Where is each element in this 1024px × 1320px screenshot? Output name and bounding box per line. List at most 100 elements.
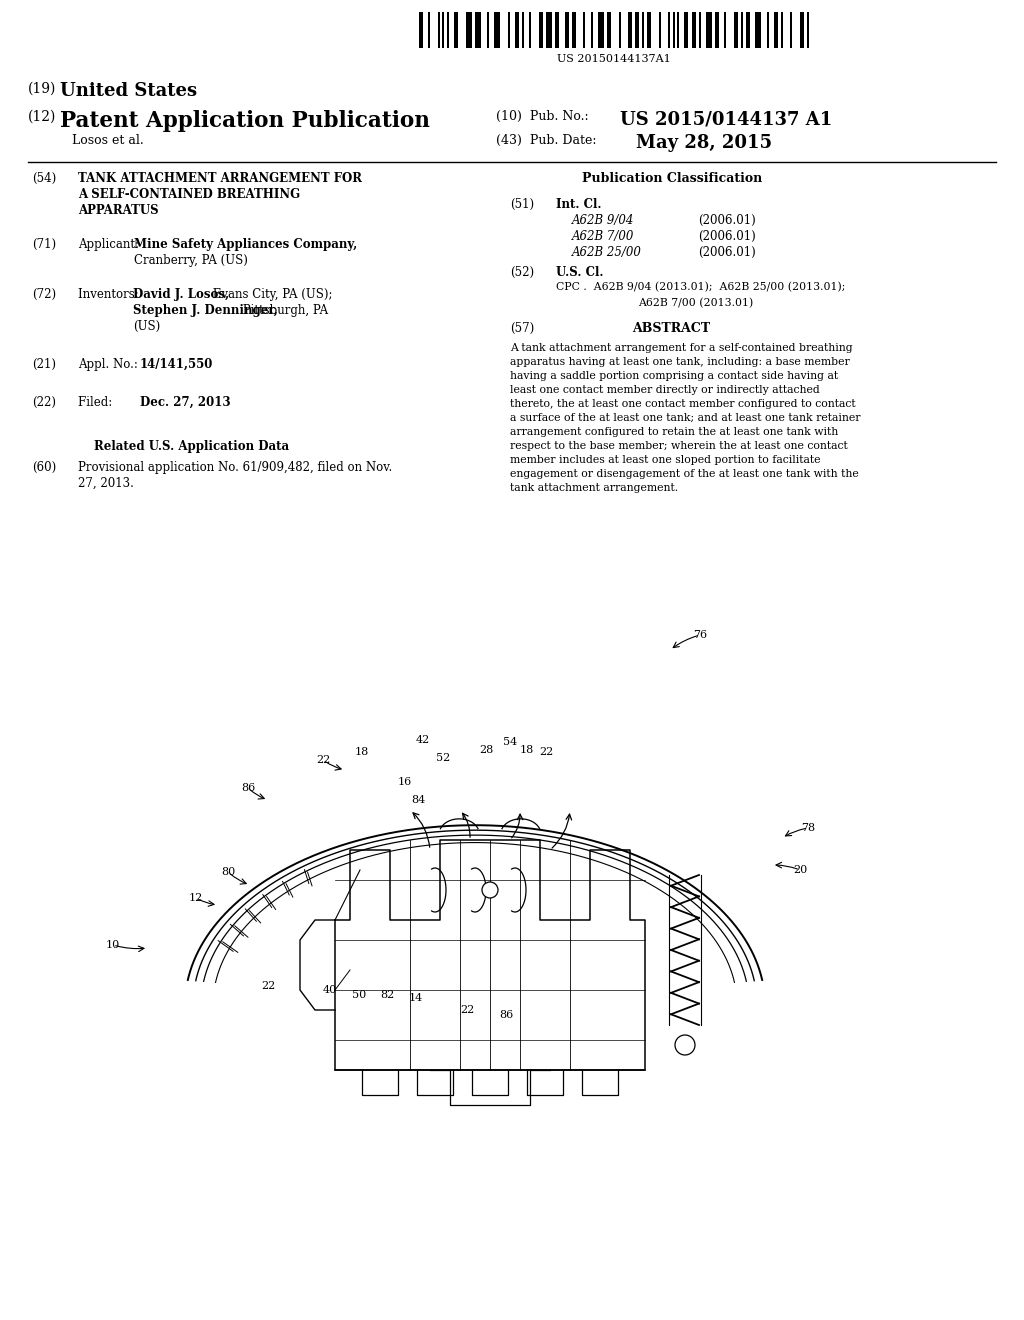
Text: 54: 54	[503, 737, 517, 747]
Text: Losos et al.: Losos et al.	[72, 135, 143, 147]
Bar	[800, 12, 804, 48]
Text: 86: 86	[499, 1010, 513, 1020]
Bar	[419, 12, 423, 48]
Text: 22: 22	[315, 755, 330, 766]
Text: 20: 20	[793, 865, 807, 875]
Text: Int. Cl.: Int. Cl.	[556, 198, 601, 211]
Bar	[495, 12, 500, 48]
Text: Cranberry, PA (US): Cranberry, PA (US)	[134, 253, 248, 267]
Text: (51): (51)	[510, 198, 535, 211]
Text: TANK ATTACHMENT ARRANGEMENT FOR: TANK ATTACHMENT ARRANGEMENT FOR	[78, 172, 362, 185]
Bar	[522, 12, 524, 48]
Text: (54): (54)	[32, 172, 56, 185]
Bar	[571, 12, 575, 48]
Bar	[635, 12, 639, 48]
Bar	[438, 12, 439, 48]
Bar	[466, 12, 472, 48]
Text: 18: 18	[355, 747, 369, 756]
Bar	[691, 12, 695, 48]
Bar	[647, 12, 651, 48]
Bar	[698, 12, 700, 48]
Bar	[487, 12, 489, 48]
Text: 76: 76	[693, 630, 707, 640]
Bar	[684, 12, 688, 48]
Text: Related U.S. Application Data: Related U.S. Application Data	[94, 440, 289, 453]
Bar	[781, 12, 782, 48]
Text: Mine Safety Appliances Company,: Mine Safety Appliances Company,	[134, 238, 357, 251]
Text: 14: 14	[409, 993, 423, 1003]
Text: Pittsburgh, PA: Pittsburgh, PA	[239, 304, 328, 317]
Text: arrangement configured to retain the at least one tank with: arrangement configured to retain the at …	[510, 426, 839, 437]
Text: 78: 78	[801, 822, 815, 833]
Text: (22): (22)	[32, 396, 56, 409]
Bar	[555, 12, 559, 48]
Text: Publication Classification: Publication Classification	[582, 172, 762, 185]
Text: 22: 22	[460, 1005, 474, 1015]
Bar	[807, 12, 809, 48]
Text: thereto, the at least one contact member configured to contact: thereto, the at least one contact member…	[510, 399, 856, 409]
Text: 10: 10	[105, 940, 120, 950]
Text: A62B 25/00: A62B 25/00	[572, 246, 642, 259]
Text: engagement or disengagement of the at least one tank with the: engagement or disengagement of the at le…	[510, 469, 859, 479]
Text: (2006.01): (2006.01)	[698, 246, 756, 259]
Text: Stephen J. Denninger,: Stephen J. Denninger,	[133, 304, 278, 317]
Bar	[745, 12, 750, 48]
Text: CPC .  A62B 9/04 (2013.01);  A62B 25/00 (2013.01);: CPC . A62B 9/04 (2013.01); A62B 25/00 (2…	[556, 282, 846, 292]
Text: 22: 22	[261, 981, 275, 991]
Bar	[658, 12, 660, 48]
Text: 42: 42	[416, 735, 430, 744]
Text: (US): (US)	[133, 319, 160, 333]
Bar	[455, 12, 458, 48]
Text: (71): (71)	[32, 238, 56, 251]
Text: Dec. 27, 2013: Dec. 27, 2013	[140, 396, 230, 409]
Bar	[668, 12, 670, 48]
Bar	[428, 12, 430, 48]
Bar	[584, 12, 586, 48]
Bar	[447, 12, 450, 48]
Bar	[564, 12, 568, 48]
Bar	[755, 12, 761, 48]
Text: (52): (52)	[510, 267, 535, 279]
Bar	[791, 12, 793, 48]
Text: a surface of the at least one tank; and at least one tank retainer: a surface of the at least one tank; and …	[510, 413, 860, 422]
Text: 27, 2013.: 27, 2013.	[78, 477, 134, 490]
Bar	[673, 12, 675, 48]
Text: having a saddle portion comprising a contact side having at: having a saddle portion comprising a con…	[510, 371, 838, 381]
Bar	[642, 12, 644, 48]
Text: A62B 7/00: A62B 7/00	[572, 230, 635, 243]
Text: 52: 52	[436, 752, 451, 763]
Text: APPARATUS: APPARATUS	[78, 205, 159, 216]
Text: Patent Application Publication: Patent Application Publication	[60, 110, 430, 132]
Bar	[539, 12, 543, 48]
Text: Filed:: Filed:	[78, 396, 138, 409]
Text: (57): (57)	[510, 322, 535, 335]
Text: Applicant:: Applicant:	[78, 238, 142, 251]
Text: US 20150144137A1: US 20150144137A1	[557, 54, 671, 63]
Text: Appl. No.:: Appl. No.:	[78, 358, 141, 371]
Bar	[442, 12, 444, 48]
Text: (43)  Pub. Date:: (43) Pub. Date:	[496, 135, 597, 147]
Bar	[678, 12, 680, 48]
Text: apparatus having at least one tank, including: a base member: apparatus having at least one tank, incl…	[510, 356, 850, 367]
Text: Evans City, PA (US);: Evans City, PA (US);	[209, 288, 333, 301]
Text: 82: 82	[380, 990, 394, 1001]
Text: U.S. Cl.: U.S. Cl.	[556, 267, 603, 279]
Bar	[715, 12, 719, 48]
Text: 14/141,550: 14/141,550	[140, 358, 213, 371]
Bar	[607, 12, 611, 48]
Circle shape	[482, 882, 498, 898]
Text: A62B 7/00 (2013.01): A62B 7/00 (2013.01)	[638, 298, 754, 309]
Bar	[741, 12, 742, 48]
Text: 12: 12	[188, 894, 203, 903]
Text: (60): (60)	[32, 461, 56, 474]
Bar	[618, 12, 621, 48]
Text: Provisional application No. 61/909,482, filed on Nov.: Provisional application No. 61/909,482, …	[78, 461, 392, 474]
Text: (10)  Pub. No.:: (10) Pub. No.:	[496, 110, 589, 123]
Text: United States: United States	[60, 82, 198, 100]
Text: A62B 9/04: A62B 9/04	[572, 214, 635, 227]
Circle shape	[675, 1035, 695, 1055]
Text: 40: 40	[323, 985, 337, 995]
Bar	[475, 12, 481, 48]
Text: least one contact member directly or indirectly attached: least one contact member directly or ind…	[510, 385, 820, 395]
Bar	[598, 12, 603, 48]
